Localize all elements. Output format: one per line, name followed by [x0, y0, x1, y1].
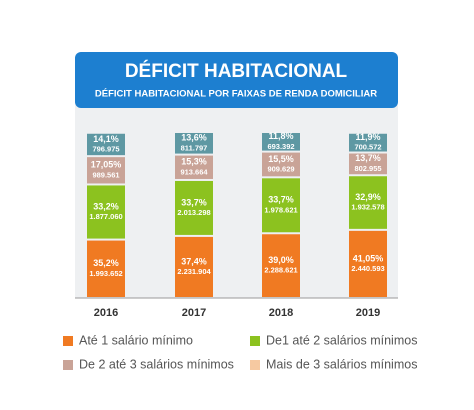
bar-segment — [87, 185, 125, 239]
bar-segment — [262, 178, 300, 233]
count-label: 811.797 — [181, 143, 208, 152]
count-label: 796.975 — [92, 144, 119, 153]
value-label: 17,05% — [91, 160, 122, 170]
bar-segment — [262, 133, 300, 151]
bar-segment — [349, 133, 387, 152]
legend-label: De1 até 2 salários mínimos — [266, 333, 417, 347]
value-label: 11,9% — [355, 132, 380, 142]
count-label: 989.561 — [92, 170, 119, 179]
chart-title: DÉFICIT HABITACIONAL — [125, 60, 348, 82]
value-label: 15,5% — [268, 154, 294, 164]
legend-label: De 2 até 3 salários mínimos — [79, 357, 234, 371]
legend-swatch — [250, 360, 260, 370]
value-label: 33,2% — [93, 201, 119, 211]
value-label: 11,8% — [268, 131, 293, 141]
legend-swatch — [250, 336, 260, 346]
title-box — [75, 52, 398, 108]
value-label: 13,6% — [181, 133, 207, 143]
plot-background — [75, 105, 398, 298]
bar-segment — [175, 180, 213, 235]
value-label: 32,9% — [355, 192, 381, 202]
count-label: 1.877.060 — [89, 212, 122, 221]
count-label: 1.932.578 — [351, 203, 384, 212]
count-label: 802.955 — [354, 164, 381, 173]
count-label: 2.231.904 — [177, 267, 211, 276]
bar-segment — [262, 152, 300, 177]
count-label: 2.013.298 — [177, 208, 210, 217]
legend-swatch — [63, 360, 73, 370]
count-label: 2.288.621 — [264, 266, 297, 275]
bar-segment — [87, 240, 125, 297]
count-label: 700.572 — [354, 143, 381, 152]
bar-segment — [87, 133, 125, 156]
bar-segment — [175, 236, 213, 297]
count-label: 909.629 — [267, 164, 294, 173]
value-label: 13,7% — [355, 153, 381, 163]
value-label: 15,3% — [181, 157, 207, 167]
count-label: 1.978.621 — [264, 205, 297, 214]
count-label: 913.664 — [180, 167, 208, 176]
legend-label: Mais de 3 salários mínimos — [266, 357, 417, 371]
value-label: 39,0% — [268, 255, 294, 265]
bar-segment — [175, 155, 213, 179]
legend-swatch — [63, 336, 73, 346]
value-label: 35,2% — [93, 258, 119, 268]
value-label: 37,4% — [181, 256, 207, 266]
value-label: 41,05% — [353, 253, 384, 263]
bar-segment — [349, 176, 387, 229]
bar-segment — [349, 230, 387, 297]
value-label: 33,7% — [181, 197, 207, 207]
bar-segment — [175, 133, 213, 154]
x-tick-label: 2018 — [269, 307, 293, 319]
x-tick-label: 2016 — [94, 307, 118, 319]
bar-segment — [87, 157, 125, 184]
legend-label: Até 1 salário mínimo — [79, 333, 193, 347]
x-tick-label: 2019 — [356, 307, 380, 319]
value-label: 14,1% — [93, 134, 119, 144]
value-label: 33,7% — [268, 195, 294, 205]
x-tick-label: 2017 — [182, 307, 206, 319]
bar-segment — [262, 234, 300, 297]
count-label: 1.993.652 — [89, 269, 122, 278]
bar-segment — [349, 153, 387, 175]
count-label: 2.440.593 — [351, 264, 384, 273]
count-label: 693.392 — [267, 142, 294, 151]
chart-subtitle: DÉFICIT HABITACIONAL POR FAIXAS DE RENDA… — [95, 89, 377, 100]
